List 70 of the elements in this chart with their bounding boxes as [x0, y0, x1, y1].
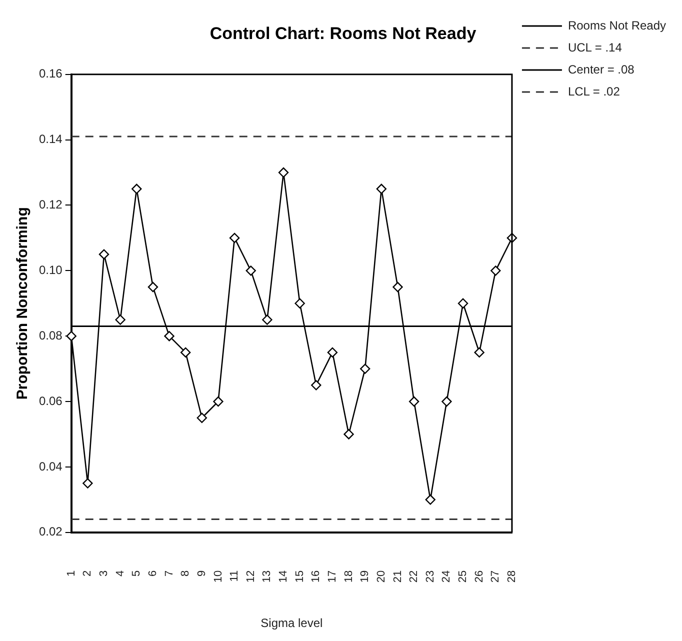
point: [278, 167, 289, 178]
point: [148, 282, 158, 292]
x-tick-label: 22: [408, 570, 420, 583]
x-tick-label: 7: [163, 570, 176, 576]
point: [213, 396, 224, 407]
x-tick-label: 14: [278, 570, 290, 583]
point: [458, 298, 468, 308]
legend-label: Center = .08: [568, 62, 635, 76]
legend-label: LCL = .02: [568, 84, 620, 98]
legend-label: UCL = .14: [568, 40, 622, 54]
y-tick-label: 0.02: [38, 524, 63, 539]
x-axis-title: Sigma level: [260, 616, 323, 630]
x-tick-label: 1: [65, 570, 78, 576]
y-axis-title: Proportion Nonconforming: [14, 207, 32, 400]
point: [164, 330, 174, 342]
x-tick-label: 28: [506, 570, 518, 583]
point: [262, 314, 272, 325]
y-tick-label: 0.10: [38, 262, 63, 277]
point: [442, 396, 452, 407]
y-tick-label: 0.14: [38, 132, 63, 146]
point: [425, 494, 436, 505]
y-tick-label: 0.06: [38, 394, 63, 408]
chart-title: Control Chart: Rooms Not Ready: [210, 24, 477, 43]
x-tick-label: 27: [490, 570, 502, 583]
point: [246, 266, 256, 276]
x-tick-label: 11: [228, 570, 241, 582]
x-tick-label: 21: [392, 570, 404, 583]
x-tick-label: 17: [326, 570, 338, 583]
x-tick-label: 19: [359, 570, 372, 583]
x-tick-label: 10: [212, 570, 224, 583]
x-tick-label: 3: [98, 570, 110, 576]
point: [132, 184, 142, 194]
y-tick-label: 0.08: [38, 328, 63, 342]
x-tick-label: 8: [180, 570, 192, 576]
point: [376, 184, 387, 194]
x-tick-label: 16: [310, 570, 322, 583]
point: [392, 282, 403, 292]
x-tick-label: 9: [196, 570, 208, 576]
x-tick-label: 23: [424, 570, 436, 583]
point: [490, 266, 501, 276]
x-tick-label: 5: [130, 570, 143, 576]
x-tick-label: 12: [244, 570, 257, 583]
x-tick-label: 15: [294, 570, 306, 583]
point: [66, 330, 76, 342]
x-tick-label: 4: [114, 570, 126, 576]
y-tick-label: 0.16: [38, 66, 63, 81]
point: [294, 298, 305, 308]
point: [180, 347, 191, 358]
x-tick-label: 25: [457, 570, 470, 583]
x-tick-label: 26: [473, 570, 486, 583]
point: [196, 412, 208, 423]
point: [344, 429, 354, 440]
legend-label: Rooms Not Ready: [568, 18, 666, 32]
x-tick-label: 6: [146, 570, 159, 576]
y-tick-label: 0.04: [38, 459, 63, 474]
x-tick-label: 18: [342, 570, 355, 583]
x-tick-label: 13: [261, 570, 274, 583]
point: [408, 396, 420, 407]
point: [82, 478, 93, 488]
point: [327, 347, 338, 358]
point: [360, 364, 370, 374]
point: [311, 380, 322, 390]
point: [98, 249, 110, 260]
point: [474, 347, 484, 358]
x-tick-label: 24: [440, 570, 453, 583]
point: [229, 232, 240, 244]
x-tick-label: 2: [82, 570, 94, 576]
point: [115, 314, 126, 325]
x-tick-label: 20: [375, 570, 388, 583]
y-tick-label: 0.12: [38, 198, 63, 212]
